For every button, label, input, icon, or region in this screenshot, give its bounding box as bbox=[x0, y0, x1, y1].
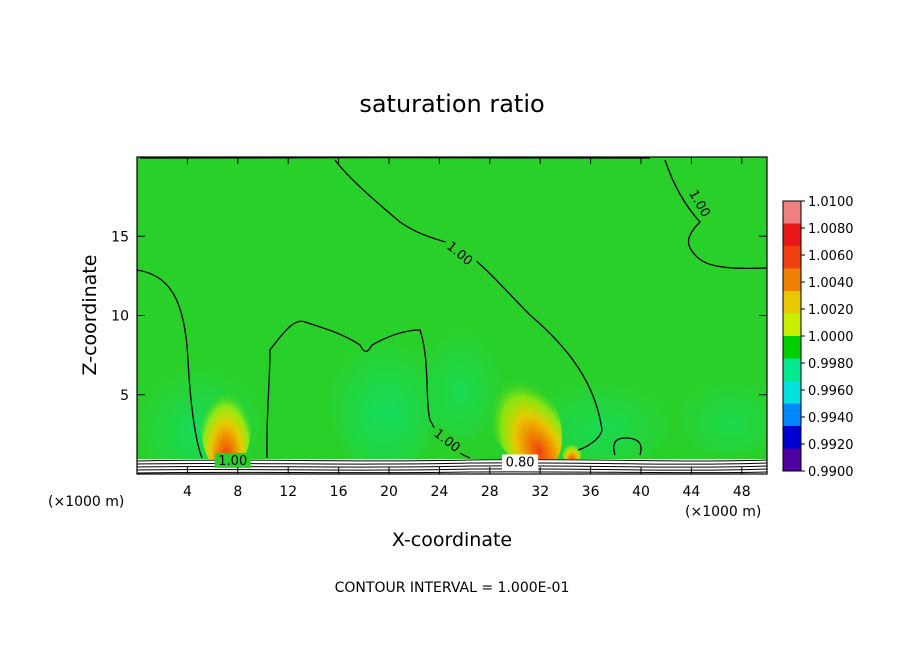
colorbar-label: 0.9960 bbox=[808, 384, 854, 399]
x-unit-left: (×1000 m) bbox=[48, 494, 124, 510]
y-tick-label: 10 bbox=[111, 309, 129, 325]
contour-interval-note: CONTOUR INTERVAL = 1.000E-01 bbox=[335, 580, 570, 596]
colorbar-segment bbox=[783, 449, 801, 472]
colorbar-label: 0.9940 bbox=[808, 411, 854, 426]
colorbar-label: 1.0060 bbox=[808, 249, 854, 264]
cool-patch bbox=[680, 375, 780, 455]
x-tick-label: 4 bbox=[183, 484, 192, 500]
x-unit-right: (×1000 m) bbox=[685, 504, 761, 520]
x-tick-label: 16 bbox=[330, 484, 348, 500]
colorbar-segment bbox=[783, 426, 801, 449]
x-axis-title: X-coordinate bbox=[392, 529, 512, 551]
y-axis-title: Z-coordinate bbox=[79, 255, 101, 376]
x-tick-label: 28 bbox=[481, 484, 499, 500]
colorbar-segment bbox=[783, 336, 801, 359]
x-tick-label: 36 bbox=[582, 484, 600, 500]
x-tick-label: 40 bbox=[632, 484, 650, 500]
x-tick-label: 48 bbox=[733, 484, 751, 500]
colorbar-label: 0.9980 bbox=[808, 357, 854, 372]
colorbar-segment bbox=[783, 246, 801, 269]
colorbar-label: 0.9900 bbox=[808, 465, 854, 480]
colorbar-label: 0.9920 bbox=[808, 438, 854, 453]
x-tick-label: 12 bbox=[279, 484, 297, 500]
x-tick-label: 20 bbox=[380, 484, 398, 500]
y-tick-label: 5 bbox=[120, 388, 129, 404]
x-tick-label: 24 bbox=[430, 484, 448, 500]
plot-field bbox=[137, 157, 780, 484]
colorbar: 1.0100 1.0080 1.0060 1.0040 1.0020 1.0000 0.99… bbox=[783, 195, 854, 480]
colorbar-segment bbox=[783, 381, 801, 404]
colorbar-segment bbox=[783, 201, 801, 224]
chart-title: saturation ratio bbox=[359, 90, 544, 118]
colorbar-segment bbox=[783, 359, 801, 382]
colorbar-label: 1.0080 bbox=[808, 222, 854, 237]
colorbar-label: 1.0040 bbox=[808, 276, 854, 291]
x-tick-label: 32 bbox=[531, 484, 549, 500]
colorbar-segment bbox=[783, 224, 801, 247]
contour-label: 1.00 bbox=[218, 454, 247, 469]
colorbar-label: 1.0020 bbox=[808, 303, 854, 318]
contour-label: 0.80 bbox=[506, 455, 535, 470]
x-tick-label: 44 bbox=[682, 484, 700, 500]
x-tick-label: 8 bbox=[233, 484, 242, 500]
colorbar-segment bbox=[783, 269, 801, 292]
colorbar-segment bbox=[783, 314, 801, 337]
y-tick-label: 15 bbox=[111, 229, 129, 245]
colorbar-label: 1.0000 bbox=[808, 330, 854, 345]
colorbar-segment bbox=[783, 291, 801, 314]
colorbar-label: 1.0100 bbox=[808, 195, 854, 210]
colorbar-segment bbox=[783, 404, 801, 427]
